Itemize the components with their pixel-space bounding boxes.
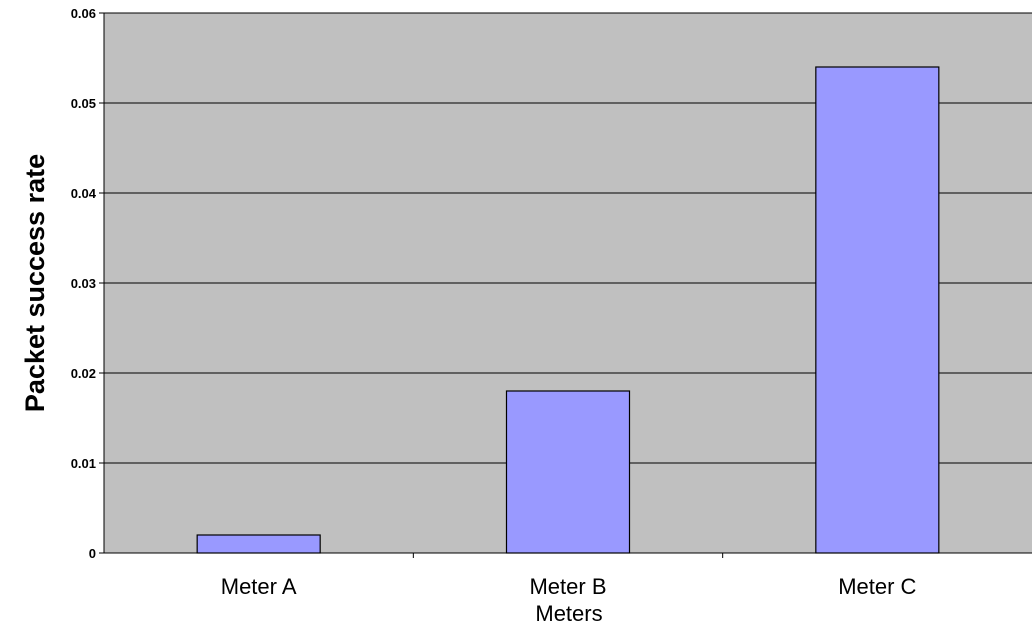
bar <box>505 390 631 554</box>
y-tick-label: 0.02 <box>71 366 96 381</box>
y-tick-label: 0.04 <box>71 186 97 201</box>
y-tick-label: 0 <box>89 546 96 561</box>
y-tick-label: 0.03 <box>71 276 96 291</box>
bars <box>196 66 940 554</box>
x-category-label: Meter A <box>221 574 297 599</box>
gridlines <box>104 12 1032 464</box>
y-tick-label: 0.01 <box>71 456 96 471</box>
y-axis-title: Packet success rate <box>20 154 50 412</box>
y-tick-labels: 0 0.01 0.02 0.03 0.04 0.05 0.06 <box>71 6 104 561</box>
y-tick-label: 0.05 <box>71 96 96 111</box>
bar <box>815 66 940 554</box>
x-axis-title: Meters <box>535 601 602 623</box>
x-category-label: Meter C <box>838 574 916 599</box>
bar <box>196 534 321 554</box>
x-category-label: Meter B <box>529 574 606 599</box>
y-tick-label: 0.06 <box>71 6 96 21</box>
x-category-labels: Meter A Meter B Meter C <box>221 553 917 599</box>
